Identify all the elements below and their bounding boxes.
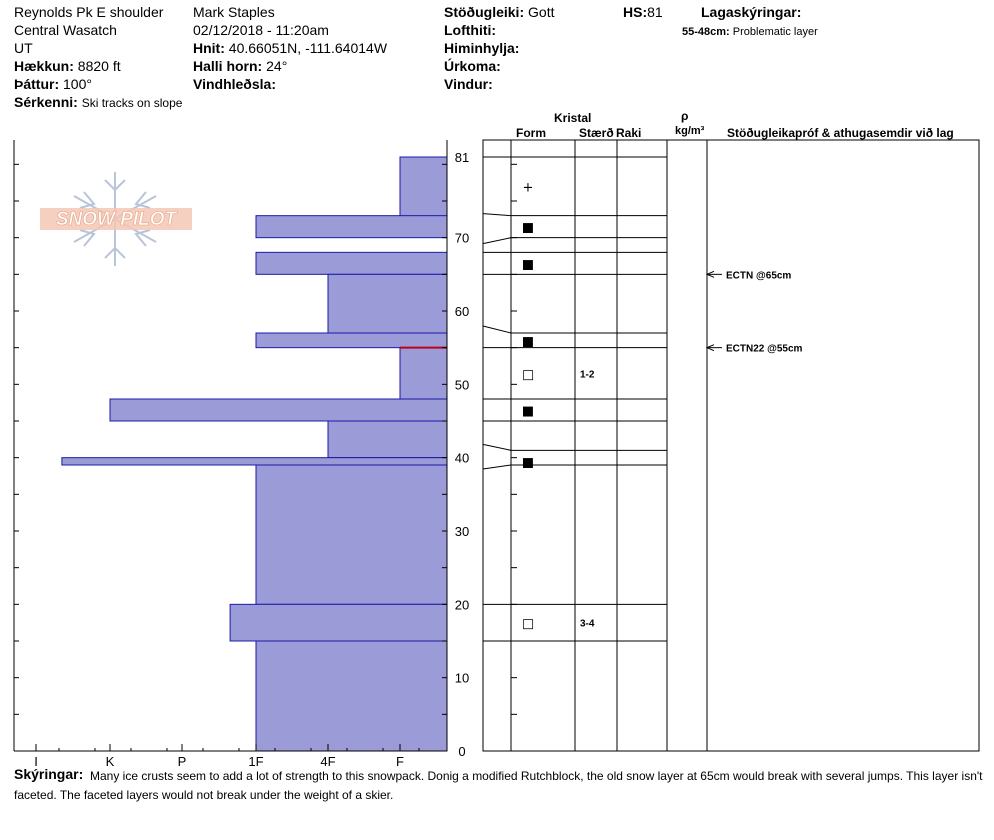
hardness-bar	[255, 332, 448, 349]
stability-test-label: ECTN @65cm	[726, 270, 791, 281]
hardness-bar	[255, 640, 448, 752]
hardness-bar	[61, 457, 448, 466]
hardness-bar	[399, 347, 448, 400]
hardness-bar	[255, 464, 448, 605]
size-header: Stærð	[579, 126, 614, 140]
stability-label: Stöðugleiki:	[444, 4, 525, 20]
crystal-form-symbol: ■	[522, 404, 534, 419]
hardness-tick-label: K	[106, 754, 115, 769]
depth-tick-label: 70	[455, 231, 469, 246]
air-temp-label: Lofthiti:	[444, 22, 497, 38]
hs-row: HS:81	[623, 4, 663, 20]
hardness-tick-label: 4F	[320, 754, 335, 769]
crystal-form-symbol: +	[523, 180, 534, 195]
snowpilot-logo: SNOW PILOT	[40, 172, 192, 266]
depth-tick-label: 60	[455, 304, 469, 319]
layer-connector	[482, 237, 512, 245]
layer-note: 55-48cm: Problematic layer	[682, 24, 818, 40]
hardness-bar	[255, 251, 448, 275]
depth-tick-label: 50	[455, 377, 469, 392]
hardness-bar	[229, 603, 448, 642]
crystal-table-frame	[482, 139, 980, 752]
slope-row: Halli horn: 24°	[193, 58, 287, 74]
stability-test-label: ECTN22 @55cm	[726, 344, 803, 355]
depth-tick-label: 0	[458, 744, 465, 759]
layer-connector	[482, 443, 512, 451]
depth-tick-label: 20	[455, 597, 469, 612]
observer: Mark Staples	[193, 4, 275, 20]
density-unit-header: kg/m³	[675, 125, 705, 137]
hs-label: HS:	[623, 4, 648, 20]
crystal-form-symbol: ■	[522, 455, 534, 470]
state: UT	[14, 40, 33, 56]
moisture-header: Raki	[616, 126, 642, 140]
tests-header: Stöðugleikapróf & athugasemdir við lag	[727, 126, 954, 140]
aspect-value: 100°	[63, 76, 92, 92]
hs-value: 81	[647, 4, 663, 20]
slope-label: Halli horn:	[193, 58, 263, 74]
crystal-form-symbol: □	[522, 617, 534, 632]
layer-connector	[482, 464, 512, 470]
aspect-row: Þáttur: 100°	[14, 76, 92, 92]
coords-label: Hnit:	[193, 40, 225, 56]
features-row: Sérkenni: Ski tracks on slope	[14, 94, 182, 111]
hardness-bar	[327, 420, 448, 459]
crystal-size: 3-4	[580, 619, 595, 630]
aspect-label: Þáttur:	[14, 76, 60, 92]
logo-banner	[40, 208, 192, 230]
form-header: Form	[516, 126, 546, 140]
layer-connector	[482, 213, 512, 217]
stability-value: Gott	[528, 4, 555, 20]
hardness-tick-label: 1F	[248, 754, 263, 769]
elevation-row: Hækkun: 8820 ft	[14, 58, 121, 74]
precip-label: Úrkoma:	[444, 58, 501, 74]
hardness-tick-label: P	[178, 754, 187, 769]
crystal-form-symbol: ■	[522, 257, 534, 272]
elevation-value: 8820 ft	[77, 58, 121, 74]
layer-connector	[482, 325, 512, 334]
depth-tick-label: 40	[455, 451, 469, 466]
depth-tick-label: 10	[455, 671, 469, 686]
crystal-form-symbol: ■	[522, 221, 534, 236]
crystal-form-symbol: ■	[522, 334, 534, 349]
coords-value: 40.66051N, -111.64014W	[228, 40, 388, 56]
notes-label: Skýringar:	[14, 766, 84, 782]
depth-tick-label: 30	[455, 524, 469, 539]
features-label: Sérkenni:	[14, 94, 78, 110]
layers-notes-label: Lagaskýringar:	[701, 4, 802, 20]
wind-label: Vindur:	[444, 76, 493, 92]
wind-loading-label: Vindhleðsla:	[193, 76, 276, 92]
hardness-tick-label: I	[34, 754, 38, 769]
hardness-bar	[327, 273, 448, 334]
features-value: Ski tracks on slope	[81, 96, 183, 110]
layer-note-text: Problematic layer	[732, 26, 818, 38]
layer-note-range: 55-48cm:	[682, 26, 730, 38]
stability-row: Stöðugleiki: Gott	[444, 4, 554, 20]
notes-text: Many ice crusts seem to add a lot of str…	[14, 769, 983, 802]
crystal-header: Kristal	[554, 111, 592, 125]
crystal-form-symbol: □	[522, 367, 534, 382]
sky-label: Himinhylja:	[444, 40, 520, 56]
rho-header: ρ	[681, 109, 689, 123]
depth-tick-label: 81	[455, 150, 469, 165]
elevation-label: Hækkun:	[14, 58, 74, 74]
slope-value: 24°	[266, 58, 288, 74]
crystal-size: 1-2	[580, 369, 595, 380]
coords-row: Hnit: 40.66051N, -111.64014W	[193, 40, 387, 56]
hardness-bar	[109, 398, 448, 422]
location: Reynolds Pk E shoulder	[14, 4, 164, 20]
hardness-bar	[255, 215, 448, 239]
hardness-tick-label: F	[396, 754, 404, 769]
mountain-range: Central Wasatch	[14, 22, 117, 38]
datetime: 02/12/2018 - 11:20am	[193, 22, 329, 38]
test-arrow-head	[705, 344, 715, 352]
logo-text: SNOW PILOT	[56, 209, 178, 230]
test-arrow-head	[705, 270, 715, 278]
